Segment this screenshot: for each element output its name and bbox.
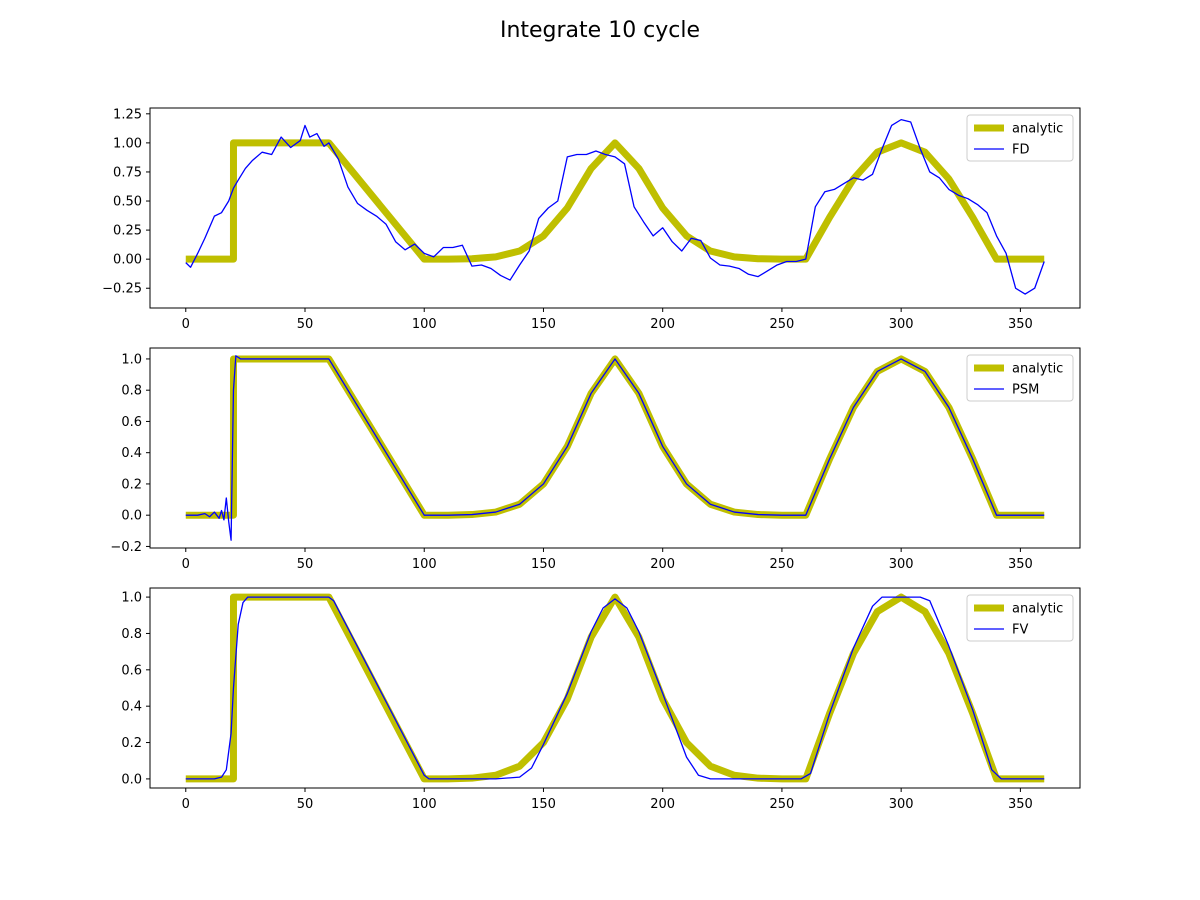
x-tick-label: 0 — [182, 317, 190, 332]
y-tick-label: 0.6 — [121, 415, 142, 430]
x-tick-label: 150 — [531, 557, 556, 572]
x-tick-label: 150 — [531, 797, 556, 812]
x-tick-label: 100 — [412, 797, 437, 812]
y-tick-label: 0.2 — [121, 477, 142, 492]
x-tick-label: 250 — [770, 797, 795, 812]
legend: analytic PSM — [966, 354, 1074, 402]
y-tick-label: 1.0 — [121, 352, 142, 367]
y-tick-label: 0.0 — [121, 509, 142, 524]
subplots: 0 50 100 150 200 250 300 350−0.250.000.250.500.… — [102, 107, 1081, 812]
x-tick-label: 0 — [182, 557, 190, 572]
x-tick-label: 350 — [1008, 317, 1033, 332]
y-tick-label: 1.25 — [113, 107, 142, 122]
x-tick-label: 200 — [650, 797, 675, 812]
series-line-fd — [185, 118, 1045, 295]
subplot-1: 0 50 100 150 200 250 300 350 −0.25 0.00 0.25 0.50 0.… — [102, 107, 1081, 332]
legend-label-numeric: FV — [1012, 623, 1028, 638]
y-tick-label: 0.25 — [113, 224, 142, 239]
legend-label-analytic: analytic — [1012, 602, 1063, 617]
series-line-analytic — [185, 139, 1045, 263]
legend: analytic FD — [966, 114, 1074, 162]
legend-label-numeric: PSM — [1012, 383, 1039, 398]
subplot-2: 0 50 100 150 200 250 300 350 −0.2 0.0 0.2 0.4 0.6 0.8… — [110, 347, 1081, 572]
x-tick-label: 0 — [182, 797, 190, 812]
y-tick-label: 0.75 — [113, 165, 142, 180]
x-tick-label: 150 — [531, 317, 556, 332]
legend-label-numeric: FD — [1012, 143, 1030, 158]
y-tick-label: −0.25 — [102, 282, 142, 297]
x-tick-label: 300 — [889, 557, 914, 572]
x-tick-label: 350 — [1008, 797, 1033, 812]
y-tick-label: −0.2 — [110, 540, 142, 555]
y-tick-label: 1.00 — [113, 136, 142, 151]
x-tick-label: 50 — [297, 797, 314, 812]
x-tick-label: 250 — [770, 317, 795, 332]
x-tick-label: 50 — [297, 557, 314, 572]
axes-frame — [149, 347, 1081, 549]
y-tick-label: 0.8 — [121, 384, 142, 399]
x-tick-label: 300 — [889, 797, 914, 812]
axes-frame — [149, 587, 1081, 789]
series-line-fv — [185, 596, 1045, 780]
x-tick-label: 250 — [770, 557, 795, 572]
series-line-analytic — [185, 355, 1045, 519]
series-line-psm — [185, 355, 1045, 541]
x-tick-label: 100 — [412, 317, 437, 332]
y-tick-label: 0.0 — [121, 772, 142, 787]
y-tick-label: 0.6 — [121, 663, 142, 678]
x-tick-label: 350 — [1008, 557, 1033, 572]
x-tick-label: 50 — [297, 317, 314, 332]
x-tick-label: 300 — [889, 317, 914, 332]
y-tick-label: 0.00 — [113, 253, 142, 268]
y-tick-label: 0.4 — [121, 446, 142, 461]
series-line-analytic — [185, 593, 1045, 783]
y-tick-label: 0.4 — [121, 700, 142, 715]
x-tick-label: 200 — [650, 557, 675, 572]
legend-label-analytic: analytic — [1012, 362, 1063, 377]
subplot-3: 0 50 100 150 200 250 300 350 0.0 0.2 0.4 0.6 0.8 1.0 a… — [121, 587, 1081, 812]
legend: analytic FV — [966, 594, 1074, 642]
y-tick-label: 1.0 — [121, 591, 142, 606]
figure-title: Integrate 10 cycle — [500, 18, 700, 43]
axes-frame — [149, 107, 1081, 309]
y-tick-label: 0.8 — [121, 627, 142, 642]
x-tick-label: 200 — [650, 317, 675, 332]
y-tick-label: 0.2 — [121, 736, 142, 751]
x-tick-label: 100 — [412, 557, 437, 572]
legend-label-analytic: analytic — [1012, 122, 1063, 137]
y-tick-label: 0.50 — [113, 195, 142, 210]
